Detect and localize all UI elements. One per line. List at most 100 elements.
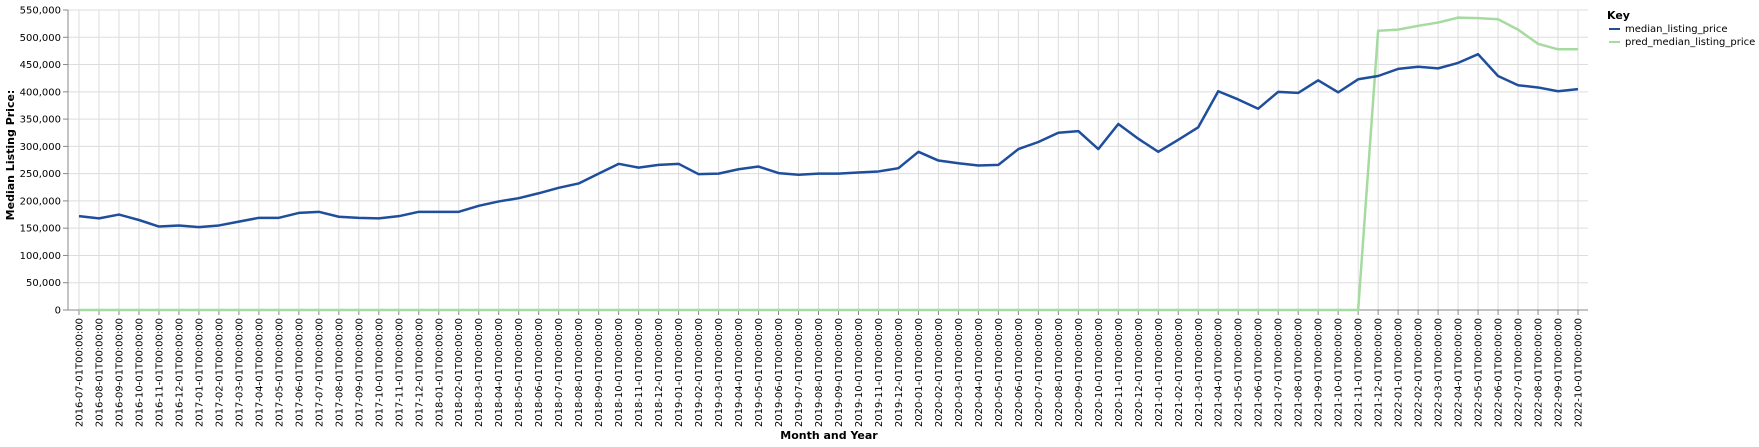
- x-tick-label: 2018-07-01T00:00:00: [554, 318, 565, 427]
- series-line-median-listing-price: [78, 52, 1579, 229]
- x-tick-label: 2016-10-01T00:00:00: [134, 318, 145, 427]
- y-tick-label: 400,000: [20, 87, 61, 98]
- x-tick-label: 2021-05-01T00:00:00: [1234, 318, 1245, 427]
- series-line-pred-median-listing-price: [79, 16, 1578, 312]
- x-tick-label: 2017-03-01T00:00:00: [234, 318, 245, 427]
- x-tick-label: 2017-01-01T00:00:00: [194, 318, 205, 427]
- y-tick-label: 500,000: [20, 33, 61, 44]
- x-tick-label: 2016-12-01T00:00:00: [174, 318, 185, 427]
- legend-title: Key: [1607, 9, 1630, 22]
- x-tick-label: 2019-01-01T00:00:00: [674, 318, 685, 427]
- x-tick-label: 2019-04-01T00:00:00: [734, 318, 745, 427]
- series-lines: [78, 16, 1579, 312]
- x-tick-label: 2021-03-01T00:00:00: [1194, 318, 1205, 427]
- x-tick-label: 2022-09-01T00:00:00: [1554, 318, 1565, 427]
- x-tick-label: 2017-05-01T00:00:00: [274, 318, 285, 427]
- x-tick-label: 2022-08-01T00:00:00: [1534, 318, 1545, 427]
- x-tick-label: 2016-11-01T00:00:00: [154, 318, 165, 427]
- x-tick-label: 2020-01-01T00:00:00: [914, 318, 925, 427]
- axes: [67, 10, 1588, 311]
- x-tick-label: 2021-09-01T00:00:00: [1314, 318, 1325, 427]
- x-tick-label: 2017-07-01T00:00:00: [314, 318, 325, 427]
- x-tick-label: 2017-12-01T00:00:00: [414, 318, 425, 427]
- x-tick-label: 2017-04-01T00:00:00: [254, 318, 265, 427]
- x-tick-label: 2020-11-01T00:00:00: [1114, 318, 1125, 427]
- x-tick-label: 2022-10-01T00:00:00: [1574, 318, 1585, 427]
- legend-label: median_listing_price: [1625, 24, 1728, 35]
- x-tick-label: 2018-05-01T00:00:00: [514, 318, 525, 427]
- x-tick-label: 2018-01-01T00:00:00: [434, 318, 445, 427]
- x-tick-label: 2021-10-01T00:00:00: [1334, 318, 1345, 427]
- x-tick-label: 2020-03-01T00:00:00: [954, 318, 965, 427]
- x-tick-label: 2020-09-01T00:00:00: [1074, 318, 1085, 427]
- x-tick-label: 2019-08-01T00:00:00: [814, 318, 825, 427]
- x-tick-label: 2020-12-01T00:00:00: [1134, 318, 1145, 427]
- x-tick-label: 2017-11-01T00:00:00: [394, 318, 405, 427]
- x-tick-label: 2022-02-01T00:00:00: [1414, 318, 1425, 427]
- y-tick-label: 350,000: [20, 115, 61, 126]
- x-tick-label: 2021-08-01T00:00:00: [1294, 318, 1305, 427]
- x-tick-label: 2019-03-01T00:00:00: [714, 318, 725, 427]
- y-tick-label: 200,000: [20, 196, 61, 207]
- x-tick-label: 2020-07-01T00:00:00: [1034, 318, 1045, 427]
- x-tick-label: 2022-03-01T00:00:00: [1434, 318, 1445, 427]
- x-tick-label: 2017-08-01T00:00:00: [334, 318, 345, 427]
- x-tick-label: 2022-01-01T00:00:00: [1394, 318, 1405, 427]
- x-tick-label: 2017-10-01T00:00:00: [374, 318, 385, 427]
- gridlines: [68, 9, 1588, 311]
- legend-label: pred_median_listing_price: [1625, 37, 1755, 48]
- x-tick-label: 2020-04-01T00:00:00: [974, 318, 985, 427]
- x-tick-label: 2018-10-01T00:00:00: [614, 318, 625, 427]
- x-tick-label: 2016-07-01T00:00:00: [75, 318, 86, 427]
- x-axis-title: Month and Year: [780, 429, 878, 442]
- x-axis-ticks: 2016-07-01T00:00:00 2016-08-01T00:00:00 20…: [75, 310, 1585, 427]
- x-tick-label: 2021-02-01T00:00:00: [1174, 318, 1185, 427]
- x-tick-label: 2022-06-01T00:00:00: [1494, 318, 1505, 427]
- x-tick-label: 2016-08-01T00:00:00: [94, 318, 105, 427]
- x-tick-label: 2020-06-01T00:00:00: [1014, 318, 1025, 427]
- x-tick-label: 2021-11-01T00:00:00: [1354, 318, 1365, 427]
- x-tick-label: 2017-06-01T00:00:00: [294, 318, 305, 427]
- x-tick-label: 2020-02-01T00:00:00: [934, 318, 945, 427]
- x-tick-label: 2018-04-01T00:00:00: [494, 318, 505, 427]
- y-axis-ticks: 0 50,000 100,000 150,000 200,000 250,000 300,0…: [20, 6, 68, 317]
- x-tick-label: 2019-09-01T00:00:00: [834, 318, 845, 427]
- legend: Key median_listing_price pred_median_list…: [1607, 9, 1755, 48]
- x-tick-label: 2021-06-01T00:00:00: [1254, 318, 1265, 427]
- y-tick-label: 50,000: [26, 278, 61, 289]
- y-tick-label: 450,000: [20, 60, 61, 71]
- x-tick-label: 2019-05-01T00:00:00: [754, 318, 765, 427]
- y-tick-label: 0: [55, 306, 61, 317]
- x-tick-label: 2022-07-01T00:00:00: [1514, 318, 1525, 427]
- x-tick-label: 2019-07-01T00:00:00: [794, 318, 805, 427]
- y-tick-label: 100,000: [20, 251, 61, 262]
- y-tick-label: 250,000: [20, 169, 61, 180]
- x-tick-label: 2018-11-01T00:00:00: [634, 318, 645, 427]
- x-tick-label: 2016-09-01T00:00:00: [114, 318, 125, 427]
- y-tick-label: 150,000: [20, 224, 61, 235]
- x-tick-label: 2020-10-01T00:00:00: [1094, 318, 1105, 427]
- x-tick-label: 2021-12-01T00:00:00: [1374, 318, 1385, 427]
- x-tick-label: 2020-08-01T00:00:00: [1054, 318, 1065, 427]
- x-tick-label: 2018-12-01T00:00:00: [654, 318, 665, 427]
- x-tick-label: 2021-01-01T00:00:00: [1154, 318, 1165, 427]
- x-tick-label: 2020-05-01T00:00:00: [994, 318, 1005, 427]
- x-tick-label: 2018-02-01T00:00:00: [454, 318, 465, 427]
- x-tick-label: 2018-06-01T00:00:00: [534, 318, 545, 427]
- x-tick-label: 2019-06-01T00:00:00: [774, 318, 785, 427]
- x-tick-label: 2021-04-01T00:00:00: [1214, 318, 1225, 427]
- x-tick-label: 2017-09-01T00:00:00: [354, 318, 365, 427]
- x-tick-label: 2019-12-01T00:00:00: [894, 318, 905, 427]
- y-axis-title: Median Listing Price:: [4, 90, 17, 221]
- y-tick-label: 550,000: [20, 6, 61, 17]
- x-tick-label: 2018-09-01T00:00:00: [594, 318, 605, 427]
- x-tick-label: 2019-02-01T00:00:00: [694, 318, 705, 427]
- x-tick-label: 2022-05-01T00:00:00: [1474, 318, 1485, 427]
- x-tick-label: 2019-10-01T00:00:00: [854, 318, 865, 427]
- x-tick-label: 2021-07-01T00:00:00: [1274, 318, 1285, 427]
- x-tick-label: 2018-08-01T00:00:00: [574, 318, 585, 427]
- x-tick-label: 2022-04-01T00:00:00: [1454, 318, 1465, 427]
- x-tick-label: 2017-02-01T00:00:00: [214, 318, 225, 427]
- x-tick-label: 2018-03-01T00:00:00: [474, 318, 485, 427]
